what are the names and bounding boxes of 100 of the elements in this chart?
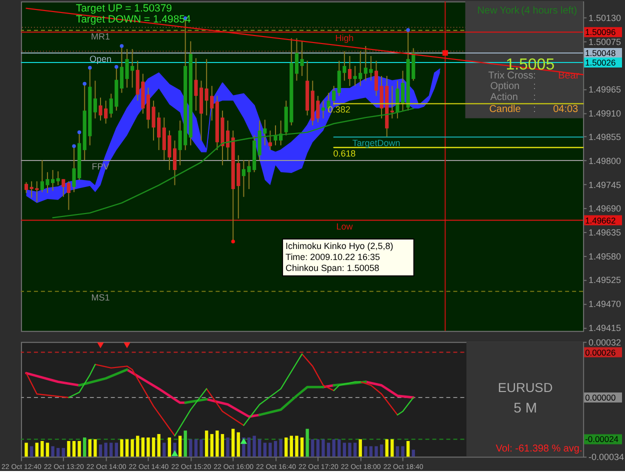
candlestick — [374, 60, 378, 96]
ref-line-label: 0.00000 — [585, 392, 616, 402]
bar — [152, 438, 156, 457]
y-tick-label: 1.49910 — [588, 108, 621, 118]
bar — [130, 439, 134, 457]
bar — [168, 438, 172, 457]
annotation: 0.618 — [333, 148, 356, 158]
bar — [136, 436, 140, 457]
bar — [24, 442, 28, 457]
bar — [114, 442, 118, 457]
bar — [295, 436, 298, 457]
bar — [258, 439, 262, 457]
ref-line-label: 1.50048 — [585, 48, 616, 58]
bar — [390, 439, 394, 457]
bar — [412, 450, 415, 457]
y-tick-label: 0.00032 — [588, 337, 621, 348]
y-tick-label: 1.49580 — [588, 251, 621, 262]
point — [82, 82, 86, 86]
bar — [316, 439, 320, 457]
bar — [300, 438, 304, 457]
bar — [338, 439, 341, 457]
bar — [98, 444, 102, 457]
bar — [88, 439, 92, 457]
bar — [342, 442, 346, 457]
bar — [210, 434, 214, 457]
bar — [125, 439, 129, 457]
bar — [46, 442, 50, 457]
bar — [374, 446, 378, 457]
bar — [204, 430, 208, 457]
bar — [110, 442, 113, 457]
point — [97, 342, 104, 348]
bar — [216, 430, 219, 457]
bar — [56, 448, 60, 457]
candlestick — [93, 80, 98, 119]
candlestick — [390, 85, 394, 119]
bar — [396, 446, 400, 457]
bar — [311, 439, 314, 457]
annotation: : — [533, 81, 536, 92]
bar — [141, 438, 145, 457]
bar — [226, 438, 230, 457]
candlestick — [56, 170, 60, 186]
bar — [231, 428, 235, 457]
bar — [194, 439, 198, 457]
bar — [189, 439, 192, 457]
bar — [326, 442, 330, 457]
ref-line-label: 1.49662 — [585, 215, 616, 226]
bar — [40, 440, 44, 457]
annotation: 04:03 — [553, 104, 579, 116]
annotation: Trix Cross — [488, 70, 534, 82]
candlestick — [332, 85, 336, 106]
bar — [252, 436, 256, 457]
bar — [184, 430, 187, 457]
annotation: Action — [490, 92, 518, 104]
bar — [35, 442, 38, 457]
annotation: Vol: -61.398 % avg. — [496, 444, 582, 455]
point — [77, 130, 82, 134]
annotation: Option — [490, 81, 520, 92]
point — [240, 438, 248, 444]
bar — [380, 444, 384, 457]
bar — [358, 439, 362, 457]
bar — [290, 436, 294, 457]
annotation: Open — [90, 54, 112, 64]
point — [72, 144, 76, 148]
bar — [120, 439, 124, 457]
bar — [364, 446, 368, 457]
bar — [162, 442, 166, 457]
candlestick — [62, 178, 66, 198]
bar — [236, 432, 240, 457]
bar — [178, 436, 182, 457]
bar — [67, 440, 70, 457]
annotation: (4 hours left) — [521, 5, 578, 16]
annotation: : — [533, 92, 536, 104]
point — [442, 50, 448, 56]
bar — [353, 442, 357, 457]
y-tick-label: 1.49470 — [588, 299, 621, 310]
annotation: Target UP = 1.50379 — [76, 3, 172, 14]
ref-line-label: 1.50096 — [585, 27, 616, 38]
point — [114, 64, 118, 69]
y-tick-label: 1.49800 — [588, 156, 621, 166]
annotation: Bear — [558, 70, 580, 82]
bar — [406, 440, 410, 457]
y-tick-label: 1.50130 — [588, 12, 621, 23]
bar — [94, 439, 97, 457]
y-tick-label: 1.49525 — [588, 275, 621, 286]
point — [124, 342, 130, 348]
annotation: TargetDown — [352, 138, 400, 148]
bar — [157, 434, 160, 457]
y-tick-label: 1.49415 — [588, 322, 621, 333]
point — [231, 240, 235, 244]
bar — [51, 446, 54, 457]
candlestick — [24, 182, 28, 194]
annotation: MS1 — [91, 292, 110, 302]
y-tick-label: 1.49745 — [588, 180, 621, 190]
bar — [274, 440, 278, 457]
bar — [72, 440, 76, 457]
line-series — [52, 108, 414, 218]
annotation: EURUSD — [498, 380, 553, 395]
y-tick-label: 1.49690 — [588, 204, 621, 214]
bar — [78, 440, 81, 457]
ref-line-label: 1.50026 — [585, 57, 616, 68]
